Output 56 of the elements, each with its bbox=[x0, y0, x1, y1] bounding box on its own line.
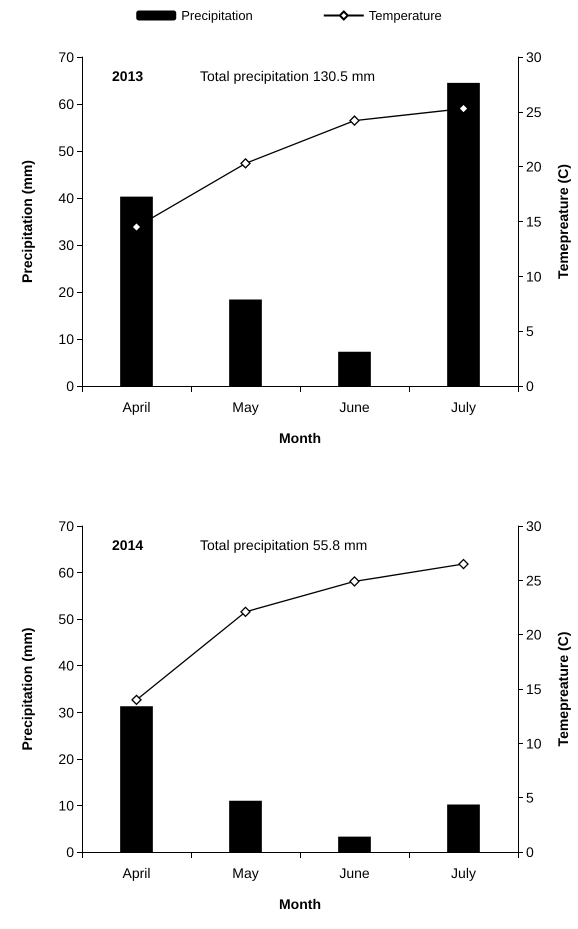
y-tick-label: 40 bbox=[58, 190, 74, 206]
legend-label: Temperature bbox=[368, 8, 442, 23]
point bbox=[458, 558, 469, 570]
y2-tick-label: 5 bbox=[526, 323, 534, 340]
point bbox=[349, 576, 360, 587]
y2-tick-label: 25 bbox=[526, 572, 542, 588]
y-tick-label: 70 bbox=[58, 518, 74, 534]
y2-tick-label: 20 bbox=[526, 626, 542, 643]
y2-tick-label: 30 bbox=[526, 518, 542, 534]
y-tick-label: 0 bbox=[66, 378, 74, 394]
y2-axis-title: Temepreature (C) bbox=[555, 632, 571, 746]
y-axis-title: Precipitation (mm) bbox=[19, 628, 35, 750]
y-tick-label: 50 bbox=[58, 611, 74, 628]
x-tick-label: June bbox=[339, 865, 370, 881]
x-tick-label: July bbox=[451, 399, 476, 415]
y-tick-label: 50 bbox=[58, 143, 74, 159]
x-axis-title: Month bbox=[279, 896, 321, 912]
y-tick-label: 60 bbox=[58, 564, 74, 581]
y-tick-label: 30 bbox=[58, 237, 74, 253]
y2-tick-label: 10 bbox=[526, 735, 542, 752]
x-tick-label: June bbox=[339, 399, 370, 415]
y2-tick-label: 20 bbox=[526, 158, 542, 175]
y2-axis-title: Temepreature (C) bbox=[555, 164, 571, 279]
y2-tick-label: 25 bbox=[526, 104, 542, 120]
annotation: Total precipitation 55.8 mm bbox=[200, 537, 368, 553]
y2-tick-label: 0 bbox=[526, 844, 534, 860]
y-tick-label: 20 bbox=[58, 750, 74, 767]
y-tick-label: 60 bbox=[58, 96, 74, 112]
y2-tick-label: 10 bbox=[526, 268, 542, 284]
point bbox=[240, 158, 251, 169]
x-tick-label: July bbox=[451, 865, 476, 881]
y-tick-label: 0 bbox=[66, 844, 74, 860]
y2-tick-label: 5 bbox=[526, 790, 534, 806]
y-tick-label: 20 bbox=[58, 284, 74, 300]
y-tick-label: 10 bbox=[58, 797, 74, 814]
point bbox=[240, 606, 251, 617]
legend-label: Precipitation bbox=[181, 8, 253, 23]
y2-tick-label: 30 bbox=[526, 49, 542, 65]
annotation: 2013 bbox=[112, 68, 144, 84]
x-tick-label: May bbox=[232, 399, 259, 415]
x-tick-label: April bbox=[122, 399, 151, 415]
annotation: 2014 bbox=[112, 537, 144, 553]
y-axis-title: Precipitation (mm) bbox=[19, 160, 35, 283]
y-tick-label: 30 bbox=[58, 704, 74, 720]
x-tick-label: May bbox=[232, 865, 259, 881]
annotation: Total precipitation 130.5 mm bbox=[200, 68, 376, 84]
x-tick-label: April bbox=[122, 865, 151, 881]
y-tick-label: 40 bbox=[58, 658, 74, 674]
point bbox=[131, 694, 142, 706]
y2-tick-label: 15 bbox=[526, 681, 542, 697]
x-axis-title: Month bbox=[279, 430, 321, 446]
y-tick-label: 10 bbox=[58, 331, 74, 347]
y2-tick-label: 15 bbox=[526, 214, 542, 230]
y2-tick-label: 0 bbox=[526, 378, 534, 394]
y-tick-label: 70 bbox=[58, 49, 74, 65]
point bbox=[349, 115, 360, 126]
